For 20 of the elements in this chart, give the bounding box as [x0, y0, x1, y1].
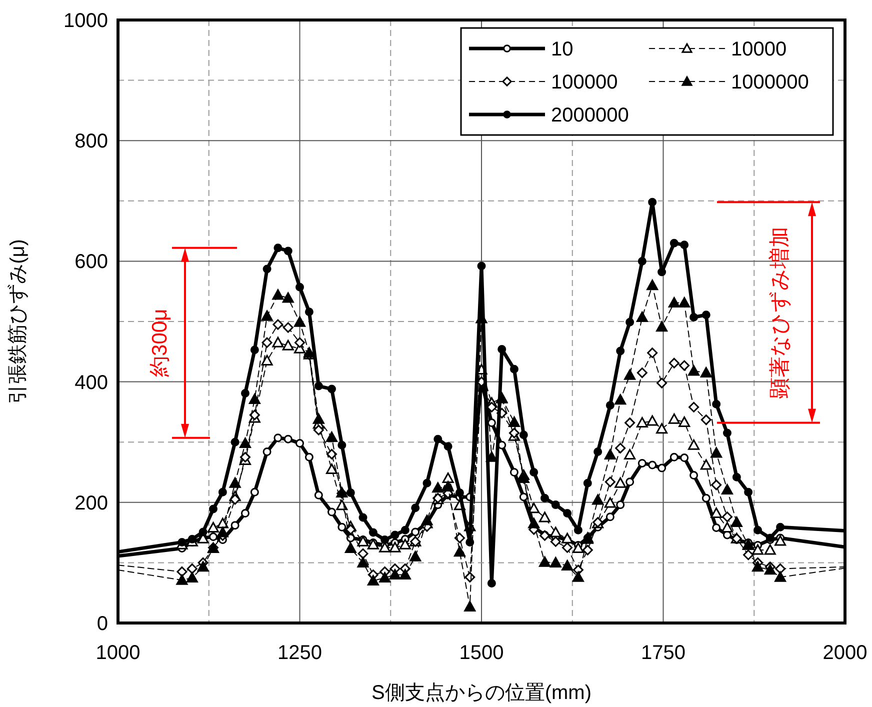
y-tick-label: 0 [96, 613, 108, 635]
y-axis-title: 引張鉄筋ひずみ(μ) [7, 239, 29, 404]
legend-label: 100000 [551, 72, 618, 94]
annotation: 約300μ [148, 308, 172, 377]
annotation: 顕著なひずみ増加 [768, 226, 792, 400]
legend-label: 10000 [731, 38, 787, 60]
x-tick-label: 1000 [96, 642, 140, 664]
legend-label: 2000000 [551, 104, 629, 126]
legend-label: 1000000 [731, 72, 809, 94]
x-axis-title: S側支点からの位置(mm) [372, 682, 592, 704]
y-tick-label: 1000 [64, 10, 108, 32]
x-tick-label: 2000 [822, 642, 868, 664]
x-tick-label: 1750 [641, 642, 686, 664]
y-tick-label: 200 [74, 492, 108, 514]
legend-label: 10 [551, 38, 574, 60]
x-tick-label: 1250 [278, 642, 322, 664]
y-tick-label: 600 [74, 251, 108, 274]
y-tick-label: 400 [74, 372, 108, 394]
y-tick-label: 800 [74, 130, 108, 153]
x-tick-label: 1500 [459, 642, 504, 664]
